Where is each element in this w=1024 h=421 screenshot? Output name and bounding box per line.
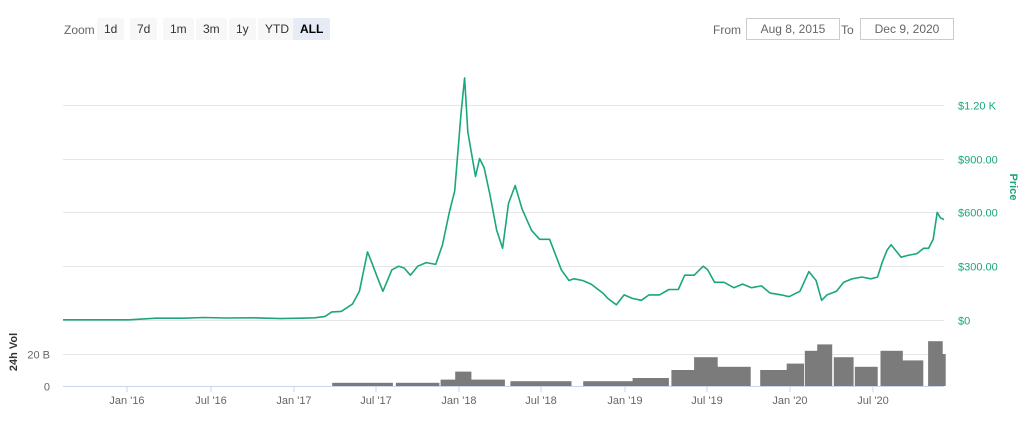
from-date-input[interactable] <box>746 18 840 40</box>
volume-bar <box>928 341 943 386</box>
volume-bar <box>583 381 638 386</box>
x-tick-label: Jul '18 <box>525 395 556 407</box>
volume-bar <box>833 357 854 386</box>
zoom-1d-button[interactable]: 1d <box>97 18 125 40</box>
price-line <box>63 77 945 321</box>
x-tick-label: Jan '16 <box>109 395 144 407</box>
price-tick-label: $1.20 K <box>958 101 997 113</box>
zoom-label: Zoom <box>64 23 95 37</box>
volume-bar <box>632 378 669 386</box>
volume-tick-label: 0 <box>44 382 50 394</box>
volume-bar <box>717 366 751 386</box>
volume-bar <box>760 370 790 386</box>
chart-toolbar: Zoom 1d 7d 1m 3m 1y YTD ALL From To <box>0 0 1024 50</box>
volume-bar <box>817 344 833 386</box>
to-label: To <box>841 23 854 37</box>
x-tick-label: Jul '20 <box>857 395 888 407</box>
volume-bar <box>942 354 946 386</box>
x-tick-label: Jul '19 <box>691 395 722 407</box>
x-tick-label: Jul '17 <box>360 395 391 407</box>
price-axis-title: Price <box>1007 174 1019 201</box>
volume-bars <box>332 341 946 386</box>
volume-bar <box>804 350 819 386</box>
price-tick-label: $300.00 <box>958 262 998 274</box>
zoom-1y-button[interactable]: 1y <box>229 18 256 40</box>
x-tick-label: Jan '20 <box>772 395 807 407</box>
zoom-1m-button[interactable]: 1m <box>163 18 194 40</box>
price-tick-label: $600.00 <box>958 208 998 220</box>
grid-lines <box>63 105 944 387</box>
volume-bar <box>671 370 698 386</box>
volume-bar <box>440 379 463 386</box>
price-tick-label: $0 <box>958 316 970 328</box>
volume-bar <box>902 360 924 386</box>
x-tick-label: Jan '19 <box>607 395 642 407</box>
x-tick-label: Jan '17 <box>276 395 311 407</box>
x-tick-label: Jan '18 <box>441 395 476 407</box>
zoom-all-button[interactable]: ALL <box>293 18 331 40</box>
volume-bar <box>510 381 572 386</box>
x-tick-label: Jul '16 <box>195 395 226 407</box>
from-label: From <box>713 23 741 37</box>
zoom-7d-button[interactable]: 7d <box>130 18 158 40</box>
volume-tick-label: 20 B <box>27 350 50 362</box>
volume-bar <box>694 357 718 386</box>
zoom-ytd-button[interactable]: YTD <box>258 18 296 40</box>
volume-bar <box>332 382 393 386</box>
zoom-3m-button[interactable]: 3m <box>196 18 227 40</box>
price-tick-label: $900.00 <box>958 155 998 167</box>
volume-axis-title: 24h Vol <box>8 333 20 371</box>
to-date-input[interactable] <box>860 18 954 40</box>
axes: $0 $300.00 $600.00 $900.00 $1.20 K 0 20 B Jan '… <box>27 101 997 408</box>
volume-bar <box>880 350 903 386</box>
volume-bar <box>395 382 440 386</box>
volume-bar <box>786 363 804 386</box>
volume-bar <box>467 379 505 386</box>
volume-bar <box>854 366 878 386</box>
